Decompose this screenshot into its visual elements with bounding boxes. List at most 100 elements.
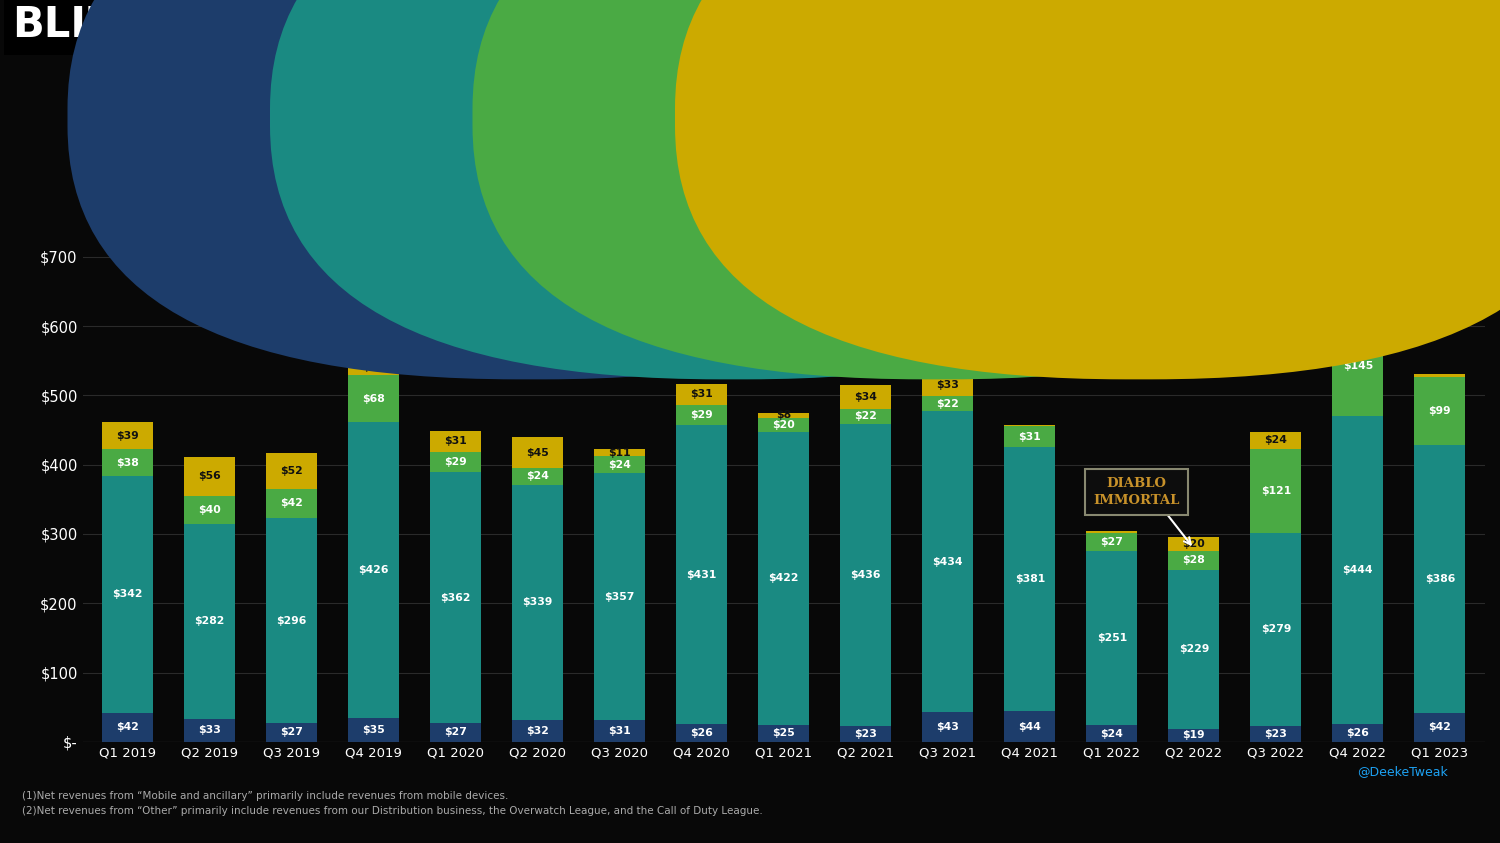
Text: Console: Console bbox=[550, 110, 602, 124]
Bar bbox=[922, 411, 974, 712]
Bar bbox=[676, 405, 728, 425]
Text: $27: $27 bbox=[1101, 537, 1124, 547]
Text: Segment Revenues by Platform Type: Segment Revenues by Platform Type bbox=[128, 30, 790, 61]
Text: $251: $251 bbox=[1096, 633, 1126, 643]
Bar bbox=[184, 457, 236, 496]
Text: Mobile and ancillary (1): Mobile and ancillary (1) bbox=[956, 110, 1106, 124]
Bar bbox=[922, 712, 974, 742]
Text: $381: $381 bbox=[1014, 574, 1046, 584]
Text: $362: $362 bbox=[441, 593, 471, 603]
Text: $43: $43 bbox=[936, 722, 958, 732]
Bar bbox=[348, 375, 399, 422]
Text: (2)Net revenues from “Other” primarily include revenues from our Distribution bu: (2)Net revenues from “Other” primarily i… bbox=[22, 806, 764, 816]
Bar bbox=[430, 723, 482, 742]
Text: $28: $28 bbox=[1182, 556, 1204, 566]
Bar bbox=[594, 456, 645, 473]
Text: $23: $23 bbox=[855, 729, 877, 738]
Bar bbox=[1005, 711, 1054, 742]
Text: $33: $33 bbox=[936, 379, 958, 389]
Text: $56: $56 bbox=[198, 471, 220, 481]
Bar bbox=[184, 496, 236, 524]
Text: $339: $339 bbox=[522, 597, 554, 607]
Bar bbox=[676, 425, 728, 724]
Text: $31: $31 bbox=[444, 437, 466, 447]
Bar bbox=[266, 453, 316, 489]
Bar bbox=[266, 723, 316, 742]
Text: $24: $24 bbox=[609, 459, 631, 470]
Text: TT: TT bbox=[1412, 21, 1454, 50]
Bar bbox=[922, 396, 974, 411]
Bar bbox=[594, 473, 645, 721]
Bar bbox=[1332, 724, 1383, 742]
Text: $27: $27 bbox=[280, 728, 303, 738]
Bar bbox=[840, 726, 891, 742]
Bar bbox=[1086, 725, 1137, 742]
Text: $279: $279 bbox=[1260, 625, 1292, 634]
Text: $386: $386 bbox=[1425, 574, 1455, 584]
Bar bbox=[1168, 537, 1219, 550]
Text: $99: $99 bbox=[1428, 406, 1450, 416]
Bar bbox=[759, 418, 808, 432]
Bar bbox=[1086, 533, 1137, 551]
Text: $42: $42 bbox=[116, 722, 140, 733]
Text: $26: $26 bbox=[690, 728, 712, 738]
Text: $24: $24 bbox=[526, 471, 549, 481]
Bar bbox=[430, 472, 482, 723]
Bar bbox=[348, 358, 399, 375]
Text: PC: PC bbox=[753, 110, 770, 124]
Bar bbox=[102, 422, 153, 449]
Text: $32: $32 bbox=[526, 726, 549, 736]
Bar bbox=[1332, 316, 1383, 416]
Bar bbox=[184, 719, 236, 742]
Bar bbox=[348, 717, 399, 742]
Bar bbox=[1414, 374, 1466, 377]
Bar bbox=[513, 468, 562, 485]
Bar bbox=[1414, 712, 1466, 742]
Text: $426: $426 bbox=[358, 565, 388, 575]
Text: $342: $342 bbox=[112, 589, 142, 599]
Bar bbox=[1168, 550, 1219, 570]
Bar bbox=[1414, 445, 1466, 712]
Bar bbox=[1086, 531, 1137, 533]
Text: $20: $20 bbox=[1182, 539, 1204, 549]
Bar bbox=[840, 424, 891, 726]
Text: $40: $40 bbox=[198, 505, 220, 515]
Text: $31: $31 bbox=[1019, 432, 1041, 442]
Text: $23: $23 bbox=[1264, 729, 1287, 738]
Text: $24: $24 bbox=[1101, 728, 1124, 738]
Text: $8: $8 bbox=[776, 411, 792, 421]
Text: Blizzard quarterly segment net revenues by platform type, in millions, 2019 – Q1: Blizzard quarterly segment net revenues … bbox=[128, 76, 642, 89]
Text: $39: $39 bbox=[116, 431, 140, 441]
Bar bbox=[922, 373, 974, 396]
Bar bbox=[1168, 570, 1219, 728]
Text: $33: $33 bbox=[198, 726, 220, 735]
Text: $44: $44 bbox=[1019, 722, 1041, 732]
Bar bbox=[102, 475, 153, 712]
Text: $42: $42 bbox=[1428, 722, 1452, 733]
Bar bbox=[430, 431, 482, 452]
Bar bbox=[676, 724, 728, 742]
Text: $45: $45 bbox=[526, 448, 549, 458]
Text: $24: $24 bbox=[1264, 436, 1287, 445]
Text: $29: $29 bbox=[444, 457, 466, 467]
Bar bbox=[266, 489, 316, 518]
Text: Other (2): Other (2) bbox=[1158, 110, 1216, 124]
Text: $34: $34 bbox=[855, 392, 877, 402]
Bar bbox=[1005, 448, 1054, 711]
Bar bbox=[1168, 728, 1219, 742]
Bar bbox=[513, 485, 562, 720]
Bar bbox=[1332, 309, 1383, 316]
Text: $31: $31 bbox=[609, 726, 631, 736]
Text: $26: $26 bbox=[1347, 728, 1370, 738]
Text: $431: $431 bbox=[687, 570, 717, 579]
Bar bbox=[840, 385, 891, 409]
Bar bbox=[1332, 416, 1383, 724]
Text: $296: $296 bbox=[276, 615, 308, 626]
Text: BLIZZARD: BLIZZARD bbox=[12, 4, 246, 46]
Text: $35: $35 bbox=[363, 725, 386, 735]
Text: $11: $11 bbox=[609, 448, 631, 458]
Text: $27: $27 bbox=[444, 728, 466, 738]
Bar bbox=[266, 518, 316, 723]
Text: Excludes impact from deferrals: Excludes impact from deferrals bbox=[128, 91, 318, 104]
Text: $444: $444 bbox=[1342, 565, 1372, 575]
